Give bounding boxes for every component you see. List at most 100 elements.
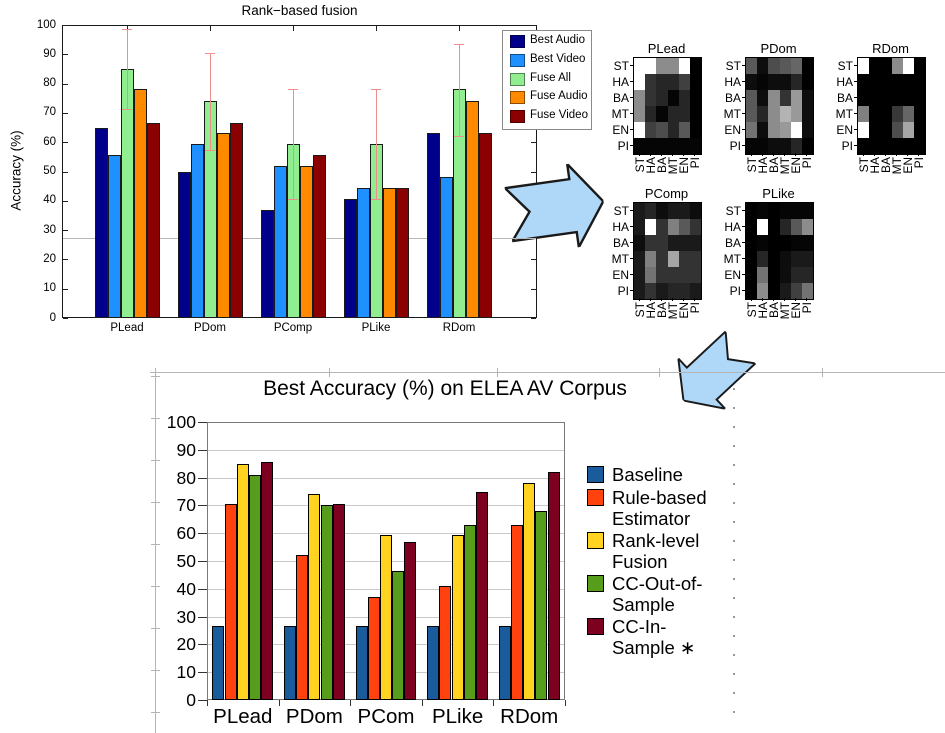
- error-bar-pcomp: [292, 89, 294, 200]
- error-bar-cap: [205, 52, 215, 54]
- acc-y-tick: [198, 616, 207, 618]
- acc-x-tick: [421, 700, 423, 706]
- heatmap-col-label: HA: [755, 157, 770, 174]
- fusion-y-tick: [531, 259, 536, 261]
- bar-rule-based-estimator-pdom: [296, 555, 309, 700]
- heatmap-cell-pcomp-EN-HA: [645, 267, 657, 283]
- heatmap-col-label: HA: [867, 157, 882, 174]
- acc-y-tick: [198, 561, 207, 562]
- error-bar-cap: [122, 108, 132, 110]
- heatmap-cell-plead-PI-EN: [678, 138, 690, 154]
- heatmap-cell-plike-HA-HA: [757, 219, 769, 235]
- acc-gridline: [208, 533, 564, 535]
- bar-cc-in-sample-pcom: [404, 541, 417, 700]
- heatmap-row-tick: [630, 290, 633, 291]
- acc-y-tick: [198, 533, 207, 535]
- heatmap-col-label: ST: [632, 302, 647, 318]
- heatmap-row-tick: [742, 274, 745, 275]
- chart-frame-horizontal-line: [150, 372, 945, 373]
- heatmap-row-tick: [742, 113, 745, 114]
- heatmap-row-tick: [742, 81, 745, 82]
- heatmap-row-tick: [742, 290, 745, 291]
- heatmap-cell-rdom-ST-BA: [880, 58, 892, 74]
- heatmap-cell-pcomp-PI-HA: [645, 283, 657, 299]
- heatmap-row-tick: [742, 129, 745, 130]
- bar-fuse-all-pdom: [203, 101, 217, 318]
- heatmap-cell-plead-BA-HA: [645, 90, 657, 106]
- heatmap-cell-pdom-BA-EN: [790, 90, 802, 106]
- heatmap-col-tick: [638, 153, 640, 156]
- heatmap-cell-rdom-BA-BA: [880, 90, 892, 106]
- heatmap-cell-pdom-ST-EN: [790, 58, 802, 74]
- heatmap-title-pdom: PDom: [760, 41, 797, 56]
- heatmap-cell-plead-ST-PI: [689, 58, 701, 74]
- heatmap-col-tick: [772, 153, 774, 156]
- heatmap-title-plead: PLead: [647, 41, 686, 56]
- legend-label-cc-in-sample-line2: Sample ∗: [612, 636, 696, 658]
- fusion-y-tick: [63, 112, 68, 114]
- heatmap-cell-pcomp-BA-BA: [656, 235, 668, 251]
- fusion-chart-title: Rank−based fusion: [241, 3, 358, 18]
- heatmap-row-tick: [630, 65, 633, 66]
- heatmap-row-tick: [630, 113, 633, 114]
- legend-label-best-video: Best Video: [530, 52, 586, 65]
- heatmap-col-tick: [806, 153, 808, 156]
- bar-rank-level-fusion-rdom: [523, 483, 536, 700]
- bar-fuse-audio-rdom: [465, 101, 479, 318]
- heatmap-pdom: [745, 57, 814, 155]
- heatmap-cell-plike-EN-EN: [790, 267, 802, 283]
- heatmap-row-tick: [854, 65, 857, 66]
- bar-fuse-all-plike: [369, 143, 383, 318]
- heatmap-cell-plike-ST-HA: [757, 203, 769, 219]
- heatmap-cell-plead-HA-PI: [689, 74, 701, 90]
- heatmap-row-label: PI: [729, 284, 741, 298]
- acc-x-tick-label: PCom: [357, 705, 415, 728]
- fusion-x-tick: [376, 312, 377, 317]
- heatmap-col-tick: [884, 153, 886, 156]
- heatmap-cell-pdom-EN-EN: [790, 122, 802, 138]
- heatmap-row-label: HA: [612, 75, 629, 89]
- bar-best-video-pdom: [190, 143, 204, 318]
- heatmap-row-label: MT: [611, 107, 629, 121]
- heatmap-cell-rdom-EN-ST: [858, 122, 870, 138]
- heatmap-row-tick: [742, 145, 745, 146]
- heatmap-plead: [633, 57, 702, 155]
- bar-best-audio-plike: [343, 199, 357, 318]
- heatmap-cell-rdom-PI-BA: [880, 138, 892, 154]
- heatmap-cell-pdom-PI-HA: [757, 138, 769, 154]
- heatmap-cell-plike-BA-ST: [746, 235, 758, 251]
- bar-baseline-rdom: [498, 626, 511, 700]
- fusion-x-tick-label: PLead: [110, 322, 144, 334]
- heatmap-row-tick: [854, 129, 857, 130]
- heatmap-col-tick: [683, 298, 685, 301]
- heatmap-row-tick: [630, 258, 633, 259]
- fusion-y-tick: [63, 25, 68, 26]
- heatmap-cell-plead-PI-HA: [645, 138, 657, 154]
- heatmap-row-tick: [854, 145, 857, 146]
- heatmap-cell-plead-MT-ST: [634, 106, 646, 122]
- heatmap-col-label: MT: [778, 157, 793, 175]
- legend-swatch-rank-level-fusion: [587, 532, 604, 549]
- fusion-x-tick: [127, 26, 128, 31]
- legend-swatch-best-audio: [510, 35, 525, 48]
- bar-rank-level-fusion-pcom: [379, 534, 393, 700]
- bar-rule-based-estimator-plead: [224, 504, 237, 700]
- heatmap-cell-plead-HA-BA: [656, 74, 668, 90]
- heatmap-cell-plike-MT-BA: [768, 251, 780, 267]
- error-bar-plead: [126, 29, 128, 109]
- legend-label-fuse-video: Fuse Video: [530, 109, 588, 122]
- fusion-y-tick-label: 80: [43, 77, 56, 90]
- fusion-y-tick: [63, 200, 68, 202]
- fusion-y-tick: [63, 54, 68, 56]
- heatmap-cell-pdom-PI-BA: [768, 138, 780, 154]
- heatmap-cell-plead-MT-EN: [678, 106, 690, 122]
- heatmap-cell-pdom-PI-EN: [790, 138, 802, 154]
- heatmap-cell-pdom-MT-ST: [746, 106, 758, 122]
- frame-tick: [150, 712, 160, 713]
- bar-rule-based-estimator-rdom: [510, 524, 524, 700]
- fusion-y-tick-label: 60: [43, 135, 56, 148]
- heatmap-plike: [745, 202, 814, 300]
- bar-best-audio-pdom: [177, 171, 191, 318]
- heatmap-cell-plike-PI-BA: [768, 283, 780, 299]
- heatmap-cell-rdom-EN-BA: [880, 122, 892, 138]
